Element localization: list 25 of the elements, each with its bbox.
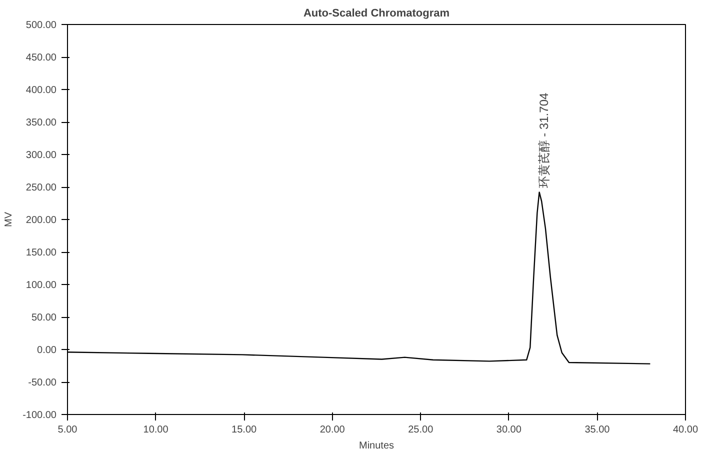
- annotation: 环黄芪醇 - 31.704: [537, 92, 552, 188]
- y-tick-label: 450.00: [26, 52, 57, 64]
- y-tick-label: 400.00: [26, 85, 57, 96]
- x-tick-label: 10.00: [143, 424, 169, 436]
- x-tick-label: 30.00: [496, 424, 522, 436]
- y-tick-label: 300.00: [26, 150, 57, 161]
- y-tick-label: 350.00: [26, 118, 57, 128]
- y-tick-label: 150.00: [26, 248, 57, 258]
- y-axis-title: MV: [4, 212, 15, 227]
- x-tick-label: 40.00: [672, 424, 698, 436]
- x-tick-label: 25.00: [408, 424, 434, 436]
- y-tick-label: 0.00: [37, 345, 57, 356]
- x-tick-label: 15.00: [232, 424, 258, 436]
- y-tick-label: 200.00: [26, 215, 57, 226]
- y-tick-label: -100.00: [22, 410, 57, 421]
- x-axis-title: Minutes: [358, 440, 394, 452]
- x-tick-label: 20.00: [320, 424, 346, 436]
- y-tick-label: 250.00: [26, 182, 57, 194]
- x-tick-label: 5.00: [58, 424, 78, 436]
- y-tick-label: -50.00: [28, 378, 57, 388]
- y-tick-label: 50.00: [31, 312, 57, 324]
- x-tick-label: 35.00: [584, 424, 610, 436]
- y-tick-label: 500.00: [26, 20, 57, 31]
- y-tick-label: 100.00: [26, 280, 57, 291]
- chart-title: Auto-Scaled Chromatogram: [303, 8, 450, 20]
